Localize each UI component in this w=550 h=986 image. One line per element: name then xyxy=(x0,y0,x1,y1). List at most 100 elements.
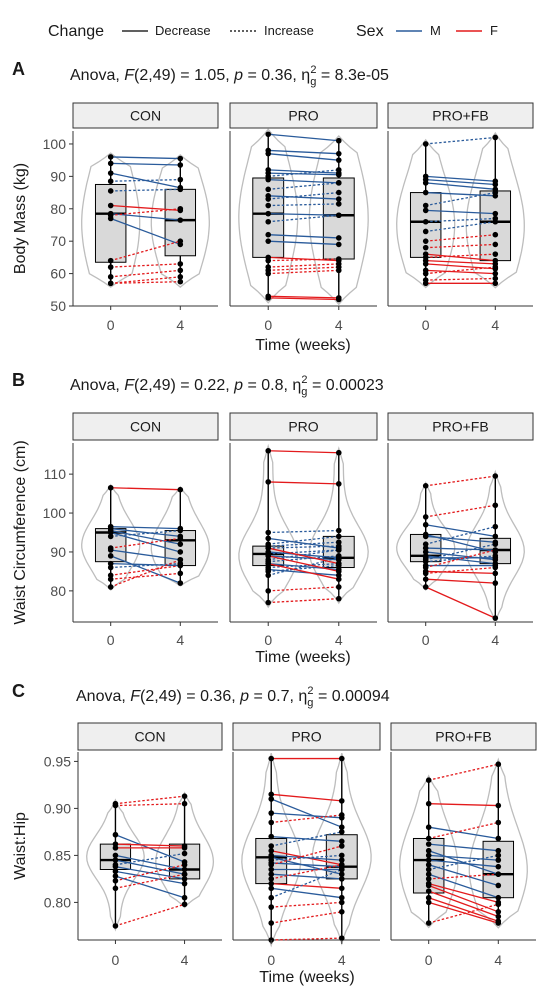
point-week-4 xyxy=(492,553,499,559)
pair-line xyxy=(268,234,339,239)
point-week-4 xyxy=(181,862,188,868)
y-tick-label: 0.85 xyxy=(44,847,71,863)
point-week-0 xyxy=(112,868,119,875)
point-week-0 xyxy=(268,843,275,849)
point-week-4 xyxy=(492,275,499,282)
point-week-0 xyxy=(425,876,432,882)
point-week-4 xyxy=(492,547,499,553)
point-week-4 xyxy=(177,155,184,162)
point-week-0 xyxy=(425,866,432,873)
title-eta-subscript: g xyxy=(301,386,307,398)
pair-line xyxy=(428,873,499,899)
point-week-4 xyxy=(177,274,184,280)
point-week-0 xyxy=(422,202,429,209)
point-week-0 xyxy=(422,218,429,225)
point-week-0 xyxy=(422,180,429,186)
pair-line xyxy=(268,555,339,573)
point-week-4 xyxy=(177,549,184,555)
pair-line xyxy=(268,535,339,545)
point-week-4 xyxy=(492,181,499,188)
point-week-0 xyxy=(425,871,432,877)
pair-line xyxy=(428,803,499,807)
point-week-4 xyxy=(492,270,499,277)
point-week-4 xyxy=(177,486,184,493)
y-axis-title: Waist Circumference (cm) xyxy=(12,440,29,624)
pair-line xyxy=(425,175,496,182)
x-tick-label: 4 xyxy=(338,952,346,968)
pair-line xyxy=(268,549,339,561)
point-week-4 xyxy=(335,527,342,534)
pair-line xyxy=(115,864,185,882)
point-week-0 xyxy=(112,857,119,863)
title-eta-subscript: g xyxy=(307,697,313,709)
point-week-4 xyxy=(335,533,342,540)
point-week-4 xyxy=(492,533,499,540)
title-p-value: = 0.8, xyxy=(243,377,292,394)
point-week-0 xyxy=(425,824,432,830)
y-axis-title: Waist:Hip xyxy=(12,812,29,880)
pair-line xyxy=(268,153,339,161)
point-week-4 xyxy=(338,935,345,941)
title-effect-value: = 0.00094 xyxy=(314,688,390,705)
panel-title: Anova, F(2,49) = 0.36, p = 0.7, ηg2 = 0.… xyxy=(76,685,390,709)
point-week-0 xyxy=(425,888,432,894)
point-week-4 xyxy=(492,189,499,196)
facet-strip-label: PRO xyxy=(288,419,318,435)
point-week-4 xyxy=(335,256,342,262)
point-week-0 xyxy=(422,207,429,214)
point-week-0 xyxy=(107,274,114,280)
point-week-4 xyxy=(338,812,345,818)
point-week-0 xyxy=(268,819,275,826)
facet-strip-label: PRO+FB xyxy=(435,729,491,745)
point-week-4 xyxy=(181,894,188,901)
pair-line xyxy=(110,156,181,160)
pair-line xyxy=(268,568,339,576)
box xyxy=(479,190,512,262)
point-week-4 xyxy=(335,201,342,207)
point-week-0 xyxy=(268,796,275,802)
title-f-value: (2,49) = 0.22, xyxy=(134,377,234,394)
point-week-4 xyxy=(181,845,188,851)
point-week-4 xyxy=(495,835,502,842)
y-tick-label: 80 xyxy=(50,201,66,217)
point-week-4 xyxy=(335,212,342,219)
violin xyxy=(465,131,525,289)
pair-line xyxy=(268,269,339,275)
pair-line xyxy=(110,172,181,189)
pair-line xyxy=(425,209,496,215)
pair-line xyxy=(268,297,339,301)
point-week-4 xyxy=(495,863,502,870)
point-week-0 xyxy=(107,202,114,209)
pair-line xyxy=(110,263,181,268)
pair-line xyxy=(428,826,499,840)
x-tick-label: 0 xyxy=(107,632,115,648)
pair-line xyxy=(110,204,181,212)
pair-line xyxy=(425,524,496,538)
pair-line xyxy=(268,541,339,547)
panel-tag: A xyxy=(12,59,25,79)
point-week-0 xyxy=(107,576,114,582)
y-tick-label: 90 xyxy=(50,168,66,184)
point-week-4 xyxy=(492,241,499,248)
point-week-0 xyxy=(422,545,429,551)
title-p-symbol: p xyxy=(233,67,243,84)
point-week-4 xyxy=(338,829,345,835)
violin xyxy=(396,481,456,592)
legend-sex-title: Sex xyxy=(356,23,384,40)
point-week-4 xyxy=(338,824,345,830)
point-week-4 xyxy=(177,556,184,563)
point-week-4 xyxy=(338,866,345,873)
pair-line xyxy=(268,564,339,573)
point-week-4 xyxy=(335,180,342,186)
pair-line xyxy=(115,795,185,805)
point-week-0 xyxy=(425,800,432,807)
point-week-4 xyxy=(177,238,184,244)
point-week-0 xyxy=(107,484,114,491)
facet-strip xyxy=(77,722,223,751)
pair-line xyxy=(268,169,339,178)
facet-pro: PRO 0 4 xyxy=(229,412,378,648)
point-week-0 xyxy=(422,244,429,251)
pair-line xyxy=(428,897,499,922)
legend: Change Decrease Increase Sex M F xyxy=(48,23,498,40)
pair-line xyxy=(110,537,181,549)
